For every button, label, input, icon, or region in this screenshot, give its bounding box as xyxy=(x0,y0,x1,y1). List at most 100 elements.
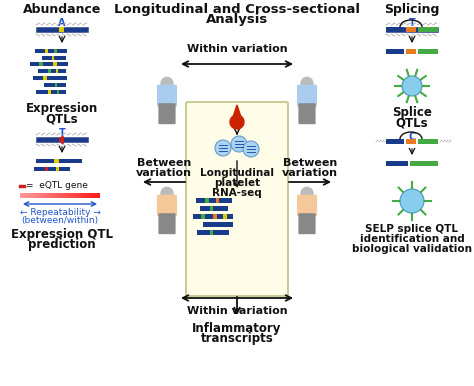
Bar xyxy=(54,49,57,53)
Bar xyxy=(36,27,88,32)
FancyBboxPatch shape xyxy=(158,103,175,124)
Circle shape xyxy=(160,187,173,200)
Bar xyxy=(223,214,227,219)
Bar xyxy=(69,193,70,198)
Bar xyxy=(38,193,39,198)
Bar xyxy=(49,193,50,198)
Bar xyxy=(95,193,96,198)
Bar xyxy=(66,193,67,198)
Bar xyxy=(76,193,77,198)
Bar xyxy=(216,198,219,203)
Bar xyxy=(59,27,64,32)
FancyBboxPatch shape xyxy=(157,195,177,217)
Bar xyxy=(201,214,205,219)
Bar xyxy=(45,167,48,171)
Text: SELP splice QTL: SELP splice QTL xyxy=(365,224,458,234)
Bar xyxy=(99,193,100,198)
Text: T: T xyxy=(59,128,65,138)
Polygon shape xyxy=(230,115,244,129)
Bar xyxy=(90,193,91,198)
Bar xyxy=(48,69,51,73)
Text: variation: variation xyxy=(136,168,192,178)
Bar xyxy=(196,198,232,203)
Text: Abundance: Abundance xyxy=(23,3,101,16)
Text: biological validation: biological validation xyxy=(352,244,472,254)
Bar xyxy=(84,193,85,198)
Bar xyxy=(33,193,34,198)
Bar xyxy=(57,193,58,198)
Bar xyxy=(59,137,64,142)
Circle shape xyxy=(243,141,259,157)
Bar xyxy=(193,214,233,219)
Text: Expression: Expression xyxy=(26,102,98,115)
Text: Longitudinal and Cross-sectional: Longitudinal and Cross-sectional xyxy=(114,3,360,16)
Bar xyxy=(23,193,24,198)
Text: platelet: platelet xyxy=(214,178,260,188)
Bar xyxy=(80,193,82,198)
Circle shape xyxy=(160,77,173,90)
Bar xyxy=(96,193,97,198)
Bar xyxy=(386,27,404,32)
Bar xyxy=(386,139,404,144)
Circle shape xyxy=(400,189,424,213)
Text: (between/within): (between/within) xyxy=(21,216,99,225)
Text: Inflammatory: Inflammatory xyxy=(192,322,282,335)
Bar xyxy=(83,193,84,198)
Bar xyxy=(37,193,38,198)
Bar xyxy=(406,49,416,54)
Bar xyxy=(43,193,44,198)
Bar xyxy=(30,193,31,198)
FancyBboxPatch shape xyxy=(157,85,177,107)
Bar xyxy=(61,193,62,198)
Circle shape xyxy=(301,77,314,90)
Bar xyxy=(44,83,66,87)
Bar xyxy=(36,159,82,163)
Bar xyxy=(41,193,42,198)
Bar xyxy=(210,206,213,211)
Bar xyxy=(31,193,32,198)
Text: transcripts: transcripts xyxy=(201,332,273,345)
Bar xyxy=(55,159,59,163)
Text: QTLs: QTLs xyxy=(46,112,78,125)
Bar xyxy=(39,62,43,66)
FancyBboxPatch shape xyxy=(297,195,317,217)
Bar xyxy=(55,83,57,87)
Bar xyxy=(21,193,22,198)
Bar xyxy=(36,137,88,142)
Bar xyxy=(55,193,56,198)
FancyBboxPatch shape xyxy=(297,85,317,107)
Bar xyxy=(60,193,61,198)
Bar xyxy=(94,193,95,198)
Bar xyxy=(25,193,26,198)
Bar xyxy=(42,56,66,60)
Bar xyxy=(40,193,41,198)
Bar xyxy=(59,193,60,198)
Text: A: A xyxy=(58,18,66,28)
Bar xyxy=(55,167,59,171)
Bar xyxy=(205,198,209,203)
Bar xyxy=(72,193,73,198)
Bar xyxy=(53,62,56,66)
Bar xyxy=(89,193,91,198)
Bar xyxy=(75,193,76,198)
Circle shape xyxy=(301,187,314,200)
Bar xyxy=(42,193,43,198)
Bar xyxy=(386,161,408,166)
Polygon shape xyxy=(233,105,241,117)
Bar xyxy=(44,193,46,198)
Bar xyxy=(81,193,82,198)
Bar xyxy=(91,193,92,198)
Bar xyxy=(32,193,33,198)
Bar xyxy=(63,193,64,198)
Bar xyxy=(79,193,80,198)
Text: Expression QTL: Expression QTL xyxy=(11,228,113,241)
Bar xyxy=(56,193,57,198)
Bar xyxy=(52,56,54,60)
Bar xyxy=(203,222,233,227)
Bar xyxy=(33,76,67,80)
Circle shape xyxy=(231,136,247,152)
Bar xyxy=(65,193,66,198)
Text: Within variation: Within variation xyxy=(187,44,287,54)
Bar xyxy=(77,193,78,198)
Bar xyxy=(28,193,29,198)
